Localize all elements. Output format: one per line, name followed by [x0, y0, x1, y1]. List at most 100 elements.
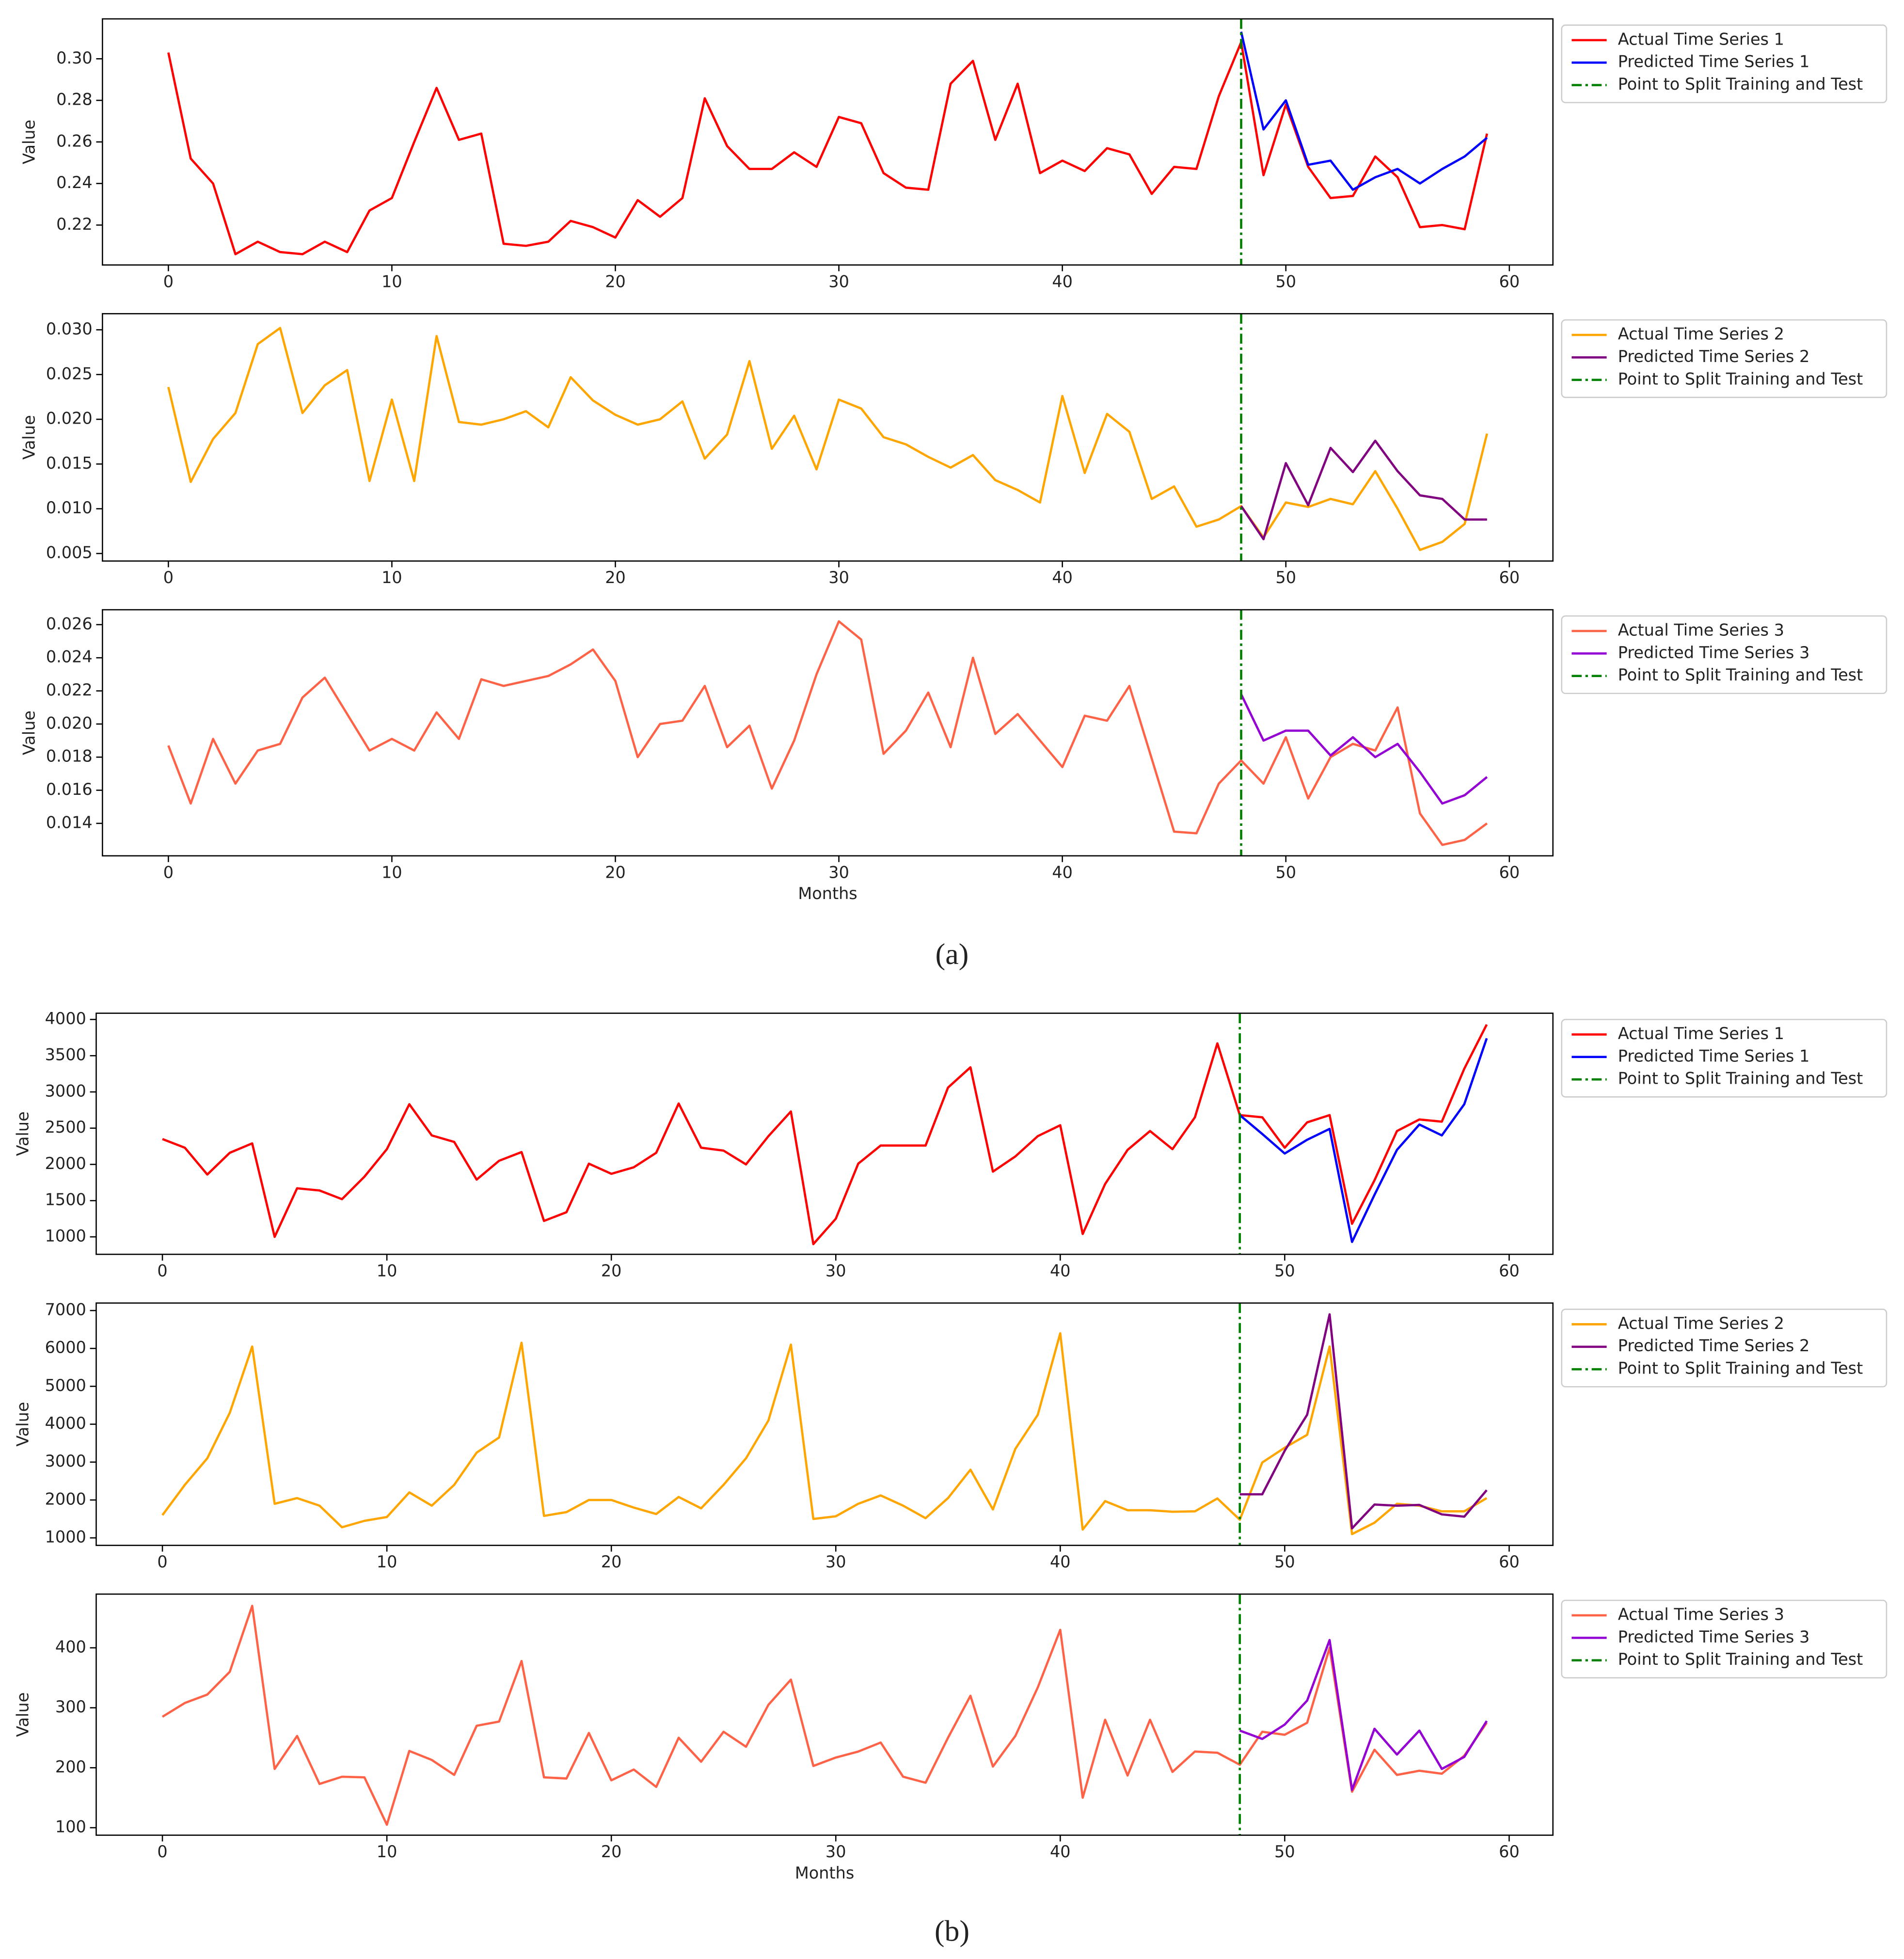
x-tick-label: 50 — [1275, 863, 1296, 882]
x-tick-label: 20 — [605, 863, 626, 882]
y-tick-label: 300 — [55, 1697, 86, 1716]
legend-label: Point to Split Training and Test — [1618, 75, 1863, 94]
y-tick-label: 0.018 — [46, 747, 93, 766]
plot-frame — [95, 1593, 1554, 1836]
y-tick-label: 4000 — [45, 1414, 86, 1433]
x-tick-label: 30 — [825, 1552, 846, 1571]
y-tick-label: 6000 — [45, 1338, 86, 1357]
x-tick-label: 0 — [157, 1842, 167, 1861]
y-tick-label: 1500 — [45, 1190, 86, 1209]
panel-label: (b) — [935, 1914, 969, 1947]
x-tick-label: 10 — [381, 568, 402, 587]
plot-frame — [95, 1302, 1554, 1546]
legend-label: Actual Time Series 1 — [1618, 1024, 1784, 1043]
x-tick-label: 60 — [1499, 568, 1520, 587]
y-tick-label: 2000 — [45, 1489, 86, 1508]
x-tick-label: 20 — [601, 1842, 622, 1861]
y-tick-label: 7000 — [45, 1300, 86, 1319]
y-tick-label: 3000 — [45, 1452, 86, 1470]
y-tick-label: 0.005 — [46, 543, 93, 562]
x-tick-label: 40 — [1050, 1552, 1071, 1571]
y-axis-label: Value — [19, 711, 38, 755]
x-tick-label: 0 — [163, 568, 174, 587]
x-tick-label: 50 — [1275, 272, 1296, 291]
y-tick-label: 0.30 — [56, 48, 93, 67]
y-tick-label: 4000 — [45, 1009, 86, 1028]
x-tick-label: 20 — [601, 1552, 622, 1571]
series-line — [1240, 694, 1488, 805]
series-line — [1240, 32, 1488, 191]
plot-area — [167, 18, 1488, 265]
y-tick-label: 1000 — [45, 1528, 86, 1547]
y-axis-label: Value — [19, 120, 38, 164]
y-tick-label: 1000 — [45, 1227, 86, 1246]
legend-box — [1561, 1019, 1888, 1098]
x-tick-label: 0 — [157, 1262, 167, 1280]
legend-label: Actual Time Series 2 — [1618, 325, 1784, 344]
y-tick-label: 200 — [55, 1757, 86, 1776]
y-tick-label: 3500 — [45, 1045, 86, 1064]
y-tick-label: 0.024 — [46, 648, 93, 666]
x-tick-label: 10 — [381, 272, 402, 291]
legend-label: Predicted Time Series 2 — [1618, 1336, 1810, 1355]
x-tick-label: 60 — [1499, 1262, 1520, 1280]
series-line — [1239, 1639, 1488, 1791]
plot-area — [161, 1594, 1488, 1835]
y-tick-label: 0.28 — [56, 90, 93, 109]
legend-label: Predicted Time Series 3 — [1618, 643, 1810, 662]
y-tick-label: 0.26 — [56, 131, 93, 150]
legend-box — [1561, 1599, 1888, 1679]
x-tick-label: 40 — [1052, 863, 1073, 882]
x-tick-label: 10 — [377, 1552, 397, 1571]
x-tick-label: 40 — [1052, 272, 1073, 291]
plot-frame — [102, 18, 1554, 266]
series-line — [1239, 1313, 1488, 1530]
x-tick-label: 40 — [1052, 568, 1073, 587]
y-axis-label: Value — [13, 1692, 32, 1737]
legend-label: Point to Split Training and Test — [1618, 369, 1863, 388]
x-tick-label: 50 — [1274, 1552, 1295, 1571]
y-tick-label: 2500 — [45, 1118, 86, 1137]
plot-area — [161, 1303, 1488, 1546]
x-tick-label: 60 — [1499, 1552, 1520, 1571]
legend-label: Point to Split Training and Test — [1618, 1069, 1863, 1088]
y-tick-label: 0.026 — [46, 614, 93, 633]
y-tick-label: 0.22 — [56, 215, 93, 234]
x-tick-label: 20 — [605, 568, 626, 587]
y-tick-label: 0.022 — [46, 680, 93, 699]
x-tick-label: 20 — [601, 1262, 622, 1280]
legend-label: Predicted Time Series 1 — [1618, 52, 1810, 71]
plot-area — [167, 314, 1488, 561]
x-tick-label: 0 — [163, 272, 174, 291]
y-tick-label: 0.020 — [46, 713, 93, 732]
legend-box — [1561, 615, 1888, 695]
x-tick-label: 60 — [1499, 1842, 1520, 1861]
plot-frame — [102, 313, 1554, 562]
y-tick-label: 0.020 — [46, 409, 93, 428]
panel-label: (a) — [936, 938, 969, 971]
legend-box — [1561, 24, 1888, 103]
x-tick-label: 10 — [377, 1262, 397, 1280]
y-tick-label: 400 — [55, 1637, 86, 1656]
legend-label: Actual Time Series 3 — [1618, 620, 1784, 639]
series-line — [167, 327, 1488, 551]
y-axis-label: Value — [19, 415, 38, 459]
series-line — [161, 1332, 1488, 1535]
x-tick-label: 30 — [828, 568, 849, 587]
x-tick-label: 30 — [825, 1842, 846, 1861]
y-axis-label: Value — [13, 1111, 32, 1156]
y-tick-label: 2000 — [45, 1154, 86, 1173]
y-tick-label: 0.010 — [46, 498, 93, 517]
y-tick-label: 0.24 — [56, 173, 93, 192]
series-line — [167, 620, 1488, 846]
y-tick-label: 0.015 — [46, 454, 93, 473]
x-tick-label: 40 — [1050, 1842, 1071, 1861]
y-tick-label: 0.030 — [46, 319, 93, 338]
y-tick-label: 3000 — [45, 1081, 86, 1100]
x-tick-label: 0 — [163, 863, 174, 882]
legend-box — [1561, 319, 1888, 398]
y-tick-label: 0.025 — [46, 364, 93, 383]
plot-frame — [102, 609, 1554, 857]
